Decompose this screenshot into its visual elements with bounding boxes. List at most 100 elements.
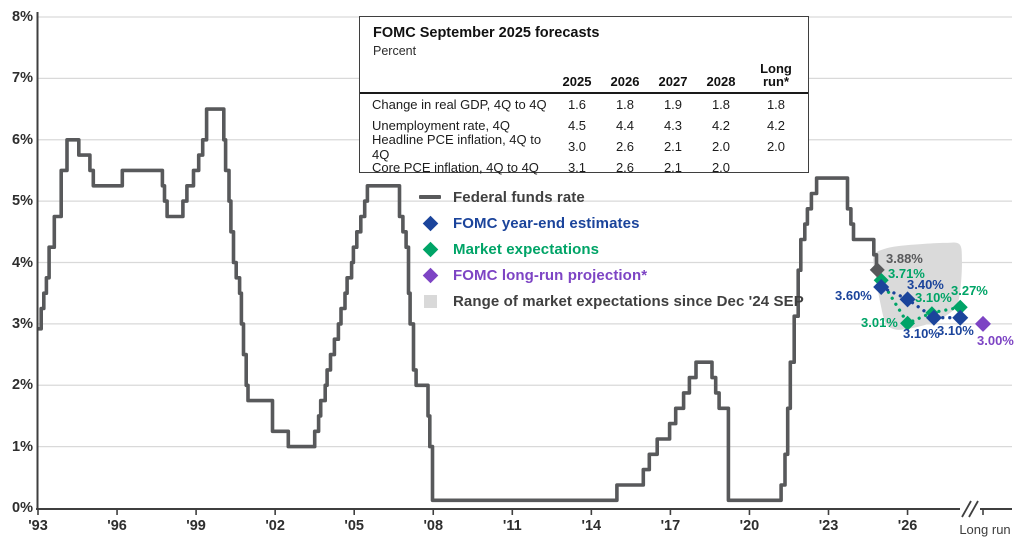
fomc-longrun-label: 3.00% bbox=[977, 333, 1014, 348]
table-column-header: 2028 bbox=[706, 74, 736, 89]
table-row-label: Headline PCE inflation, 4Q to 4Q bbox=[372, 131, 542, 162]
table-column-header: 2026 bbox=[610, 74, 640, 89]
x-axis-tick-label: '23 bbox=[818, 518, 839, 534]
y-axis-tick-label: 6% bbox=[12, 131, 33, 148]
table-header-row: 2025 2026 2027 2028 Long run* bbox=[360, 58, 808, 94]
table-value-cell: 3.0 bbox=[567, 139, 587, 154]
legend-item: Range of market expectations since Dec '… bbox=[407, 288, 804, 314]
fomc-estimate-diamond bbox=[952, 309, 969, 326]
fomc-estimate-diamond bbox=[873, 279, 890, 296]
y-axis-tick-label: 7% bbox=[12, 70, 33, 87]
y-axis-tick-label: 5% bbox=[12, 193, 33, 210]
fomc-estimates-dotted-line bbox=[879, 285, 962, 320]
legend-label: FOMC long-run projection* bbox=[453, 266, 648, 284]
table-value-cell: 1.8 bbox=[766, 97, 786, 112]
table-value-cell: 2.1 bbox=[663, 139, 683, 154]
market-expectations-range-region bbox=[873, 242, 962, 330]
legend-label: FOMC year-end estimates bbox=[453, 214, 640, 232]
table-value-cell: 4.3 bbox=[663, 118, 683, 133]
table-subtitle: Percent bbox=[373, 44, 417, 58]
legend-label: Federal funds rate bbox=[453, 188, 585, 206]
x-axis-tick-label: '08 bbox=[423, 518, 444, 534]
x-axis-tick-label: '05 bbox=[344, 518, 364, 534]
market-expectation-diamond bbox=[900, 315, 916, 331]
table-row: Unemployment rate, 4Q 4.5 4.4 4.3 4.2 4.2 bbox=[360, 115, 808, 136]
x-axis-tick-label: '20 bbox=[739, 518, 760, 534]
fomc-longrun-diamond bbox=[975, 315, 991, 332]
market-2025-label: 3.71% bbox=[888, 266, 925, 281]
table-corner-cell bbox=[372, 58, 553, 92]
market-expectations-dotted-line bbox=[879, 278, 962, 326]
table-value-cell: 4.4 bbox=[615, 118, 635, 133]
y-axis-tick-label: 0% bbox=[12, 500, 33, 516]
market-2026-label: 3.01% bbox=[861, 315, 898, 330]
table-value-cell: 2.1 bbox=[663, 160, 683, 175]
table-column-header: Long run* bbox=[760, 61, 792, 89]
table-row: Change in real GDP, 4Q to 4Q 1.6 1.8 1.9 1.8… bbox=[360, 94, 808, 115]
fomc-estimate-diamond bbox=[925, 309, 942, 326]
table-value-cell: 2.6 bbox=[615, 160, 635, 175]
table-body: Change in real GDP, 4Q to 4Q 1.6 1.8 1.9 1.8… bbox=[360, 94, 808, 178]
table-title: FOMC September 2025 forecasts bbox=[373, 25, 600, 41]
table-value-cell: 4.5 bbox=[567, 118, 587, 133]
market-2027-label: 3.10% bbox=[915, 290, 952, 305]
legend-item: FOMC year-end estimates bbox=[407, 210, 804, 236]
table-value-cell: 1.8 bbox=[615, 97, 635, 112]
legend-diamond-icon bbox=[422, 241, 438, 257]
chart-legend: Federal funds rate FOMC year-end estimate… bbox=[407, 184, 804, 314]
legend-item: FOMC long-run projection* bbox=[407, 262, 804, 288]
y-axis-tick-label: 2% bbox=[12, 377, 33, 394]
table-value-cell: 4.2 bbox=[711, 118, 731, 133]
table-value-cell: 3.1 bbox=[567, 160, 587, 175]
table-value-cell: 2.6 bbox=[615, 139, 635, 154]
table-value-cell: 1.9 bbox=[663, 97, 683, 112]
x-axis-tick-label: '99 bbox=[186, 518, 206, 534]
table-value-cell: 2.0 bbox=[766, 139, 786, 154]
axis-break-slash bbox=[968, 500, 979, 518]
current-rate-label: 3.88% bbox=[886, 251, 923, 266]
legend-item: Market expectations bbox=[407, 236, 804, 262]
federal-funds-rate-line bbox=[38, 107, 879, 503]
table-column-header: 2025 bbox=[562, 74, 592, 89]
legend-diamond-icon bbox=[422, 215, 438, 231]
x-axis-tick-label: '17 bbox=[660, 518, 681, 534]
fomc-2025-label: 3.60% bbox=[835, 288, 872, 303]
fomc-forecast-table: FOMC September 2025 forecasts Percent 20… bbox=[359, 16, 809, 175]
table-row-label: Core PCE inflation, 4Q to 4Q bbox=[372, 160, 539, 175]
table-row-label: Unemployment rate, 4Q bbox=[372, 118, 511, 133]
x-axis-tick-label: '02 bbox=[265, 518, 285, 534]
table-column-header: 2027 bbox=[658, 74, 688, 89]
legend-item: Federal funds rate bbox=[407, 184, 804, 210]
legend-label: Range of market expectations since Dec '… bbox=[453, 292, 804, 310]
legend-line-swatch bbox=[419, 195, 441, 199]
fomc-estimate-diamond bbox=[899, 291, 916, 308]
x-axis-tick-label: '96 bbox=[107, 518, 127, 534]
table-value-cell: 2.0 bbox=[711, 139, 731, 154]
legend-square-swatch bbox=[423, 294, 437, 308]
table-value-cell: 1.8 bbox=[711, 97, 731, 112]
x-axis-tick-label: '14 bbox=[581, 518, 602, 534]
table-value-cell: 2.0 bbox=[711, 160, 731, 175]
fomc-2028-label: 3.10% bbox=[937, 323, 974, 338]
y-axis-tick-label: 1% bbox=[12, 438, 33, 455]
table-value-cell bbox=[745, 157, 807, 178]
current-fed-funds-diamond bbox=[869, 262, 885, 278]
y-axis-tick-label: 3% bbox=[12, 315, 33, 332]
y-axis-tick-label: 8% bbox=[12, 9, 33, 25]
x-axis-tick-label: '26 bbox=[897, 518, 918, 534]
legend-diamond-icon bbox=[422, 267, 438, 283]
table-value-cell: 4.2 bbox=[766, 118, 786, 133]
axis-break-slash bbox=[961, 500, 972, 518]
table-row: Headline PCE inflation, 4Q to 4Q 3.0 2.6 2.… bbox=[360, 131, 808, 162]
x-axis-tick-label: '93 bbox=[28, 518, 48, 534]
x-axis-tick-label: '11 bbox=[502, 518, 522, 534]
y-axis-tick-label: 4% bbox=[12, 254, 33, 271]
legend-label: Market expectations bbox=[453, 240, 600, 258]
table-row: Core PCE inflation, 4Q to 4Q 3.1 2.6 2.1 2.0 bbox=[360, 157, 808, 178]
market-2028-label: 3.27% bbox=[951, 283, 988, 298]
x-axis-longrun-label: Long run bbox=[959, 522, 1011, 537]
market-expectation-diamond bbox=[952, 299, 968, 315]
fomc-2026-label: 3.40% bbox=[907, 277, 944, 292]
